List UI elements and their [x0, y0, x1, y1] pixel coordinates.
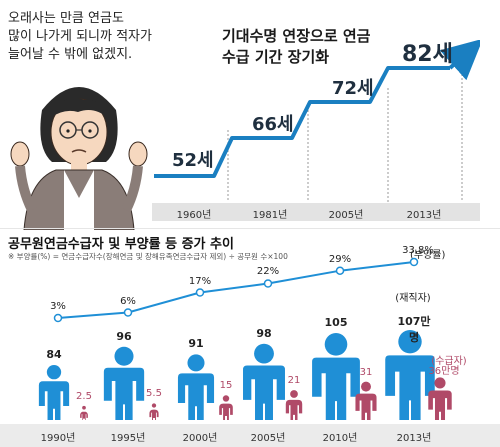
ratio-label: 3% — [50, 301, 66, 312]
ratio-point — [53, 313, 63, 323]
pension-figure — [219, 395, 233, 420]
worker-value: 91 — [188, 337, 204, 351]
worker-figure — [177, 354, 215, 420]
pension-figure — [80, 405, 88, 420]
pension-value: 5.5 — [146, 388, 162, 400]
step-value-1981: 66세 — [252, 114, 294, 135]
pension-figure — [355, 381, 377, 420]
ratio-point — [335, 266, 345, 275]
pension-figure — [428, 377, 452, 420]
worker-value: 84 — [46, 348, 62, 361]
ratio-label: 6% — [120, 295, 136, 307]
worker-figure — [385, 330, 435, 420]
worker-value: 98 — [256, 326, 272, 340]
step-year-2005: 2005년 — [328, 210, 364, 221]
x-tick-label: 2010년 — [322, 433, 358, 444]
worker-value: 107만명 — [397, 315, 431, 344]
ratio-line — [57, 261, 415, 319]
worker-figure — [103, 346, 145, 420]
x-axis-strip — [0, 424, 500, 447]
ratio-label: 22% — [256, 266, 280, 278]
stair-arrow — [439, 40, 480, 81]
step-value-2005: 72세 — [332, 78, 374, 99]
pension-value: 21 — [287, 375, 301, 387]
headline: 기대수명 연장으로 연금 수급 기간 장기화 — [222, 27, 371, 66]
workers-legend: (재직자) — [395, 293, 431, 304]
ratio-label: 33.8% — [402, 245, 434, 256]
step-value-2013: 82세 — [402, 42, 453, 67]
worker-figure — [243, 343, 285, 420]
ratio-point — [263, 279, 273, 288]
stair-line — [154, 66, 450, 178]
section-divider — [0, 228, 500, 229]
pension-figure — [149, 403, 159, 420]
ratio-label: 17% — [188, 275, 212, 287]
stair-graph — [154, 40, 480, 202]
ratio-formula-note: ※ 부양률(%) = 연금수급자수(장해연금 및 장해유족연금수급자 제외) ÷… — [8, 252, 288, 261]
step-value-1960: 52세 — [172, 150, 214, 171]
bottom-title: 공무원연금수급자 및 부양률 등 증가 추이 — [8, 237, 234, 252]
pension-value: 2.5 — [76, 390, 92, 402]
year-strip — [152, 203, 480, 221]
x-tick-label: 2013년 — [396, 433, 432, 444]
speech-quote: 오래사는 만큼 연금도 많이 나가게 되니까 적자가 늘어날 수 밖에 없겠지. — [8, 11, 152, 62]
pension-figure — [285, 390, 303, 420]
ratio-point — [409, 257, 419, 267]
ratio-point — [195, 288, 205, 297]
worker-figure — [38, 365, 70, 420]
ratio-point — [123, 308, 133, 317]
x-tick-label: 1995년 — [110, 433, 146, 444]
pension-legend: (수급자) — [431, 356, 467, 367]
ratio-label: 29% — [328, 253, 352, 265]
worker-value: 96 — [116, 329, 132, 343]
pension-value: 31 — [359, 366, 373, 378]
worried-person-illustration — [10, 87, 148, 230]
x-tick-label: 2000년 — [182, 433, 218, 444]
step-year-1960: 1960년 — [176, 210, 212, 221]
ratio-legend: (부양률) — [410, 250, 446, 261]
pension-value: 36만명 — [428, 366, 460, 378]
worker-figure — [312, 333, 360, 420]
pension-value: 15 — [219, 380, 233, 392]
step-year-2013: 2013년 — [406, 210, 442, 221]
x-tick-label: 2005년 — [250, 433, 286, 444]
worker-value: 105 — [324, 316, 348, 330]
step-year-1981: 1981년 — [252, 210, 288, 221]
x-tick-label: 1990년 — [40, 433, 76, 444]
